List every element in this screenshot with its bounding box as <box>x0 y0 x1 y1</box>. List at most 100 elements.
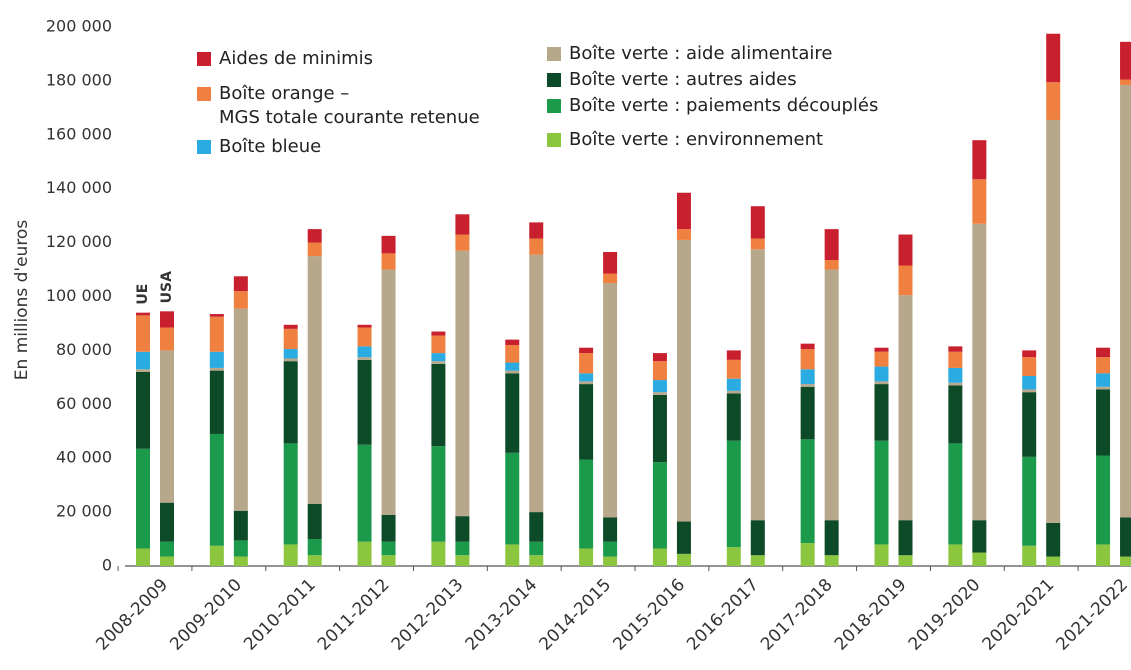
x-tick-label: 2008-2009 <box>92 575 172 655</box>
bar-segment <box>233 540 248 557</box>
bar-segment <box>1120 84 1131 518</box>
bar-segment <box>209 545 224 566</box>
bar-segment <box>652 394 667 463</box>
bar-segment <box>431 446 446 542</box>
legend-label: Boîte orange – MGS totale courante reten… <box>219 83 480 128</box>
bar-segment <box>579 459 594 549</box>
group-label: USA <box>159 271 175 303</box>
legend-label: Boîte verte : paiements découplés <box>569 95 879 116</box>
bar-segment <box>136 312 150 316</box>
y-tick-label: 0 <box>102 556 112 575</box>
bar-segment <box>209 370 224 434</box>
bar-segment <box>750 206 765 239</box>
bar-segment <box>209 351 224 368</box>
legend-item: Boîte verte : environnement <box>547 128 823 152</box>
bar-segment <box>800 369 815 385</box>
bar-segment <box>136 448 150 549</box>
bar-segment <box>676 239 691 522</box>
bar-segment <box>136 548 150 566</box>
bar-segment <box>283 328 298 350</box>
bar-segment <box>1022 389 1037 393</box>
bar-segment <box>750 555 765 566</box>
bar-segment <box>579 353 594 374</box>
bar-segment <box>972 140 987 180</box>
bar-segment <box>136 351 150 370</box>
bar-segment <box>1046 82 1061 120</box>
bar-segment <box>209 314 224 317</box>
x-tick-label: 2011-2012 <box>314 575 394 655</box>
bar-segment <box>505 452 520 545</box>
bar-segment <box>455 555 470 566</box>
bar-segment <box>209 316 224 352</box>
bar-segment <box>307 256 322 505</box>
x-tick-label: 2015-2016 <box>609 575 689 655</box>
x-tick-label: 2018-2019 <box>831 575 911 655</box>
group-label: UE <box>135 284 151 305</box>
y-tick-label: 180 000 <box>46 70 112 89</box>
bar-segment <box>750 238 765 250</box>
bar-segment <box>160 327 174 351</box>
bar-segment <box>750 520 765 556</box>
bar-segment <box>874 381 889 385</box>
legend-label: Boîte bleue <box>219 136 322 157</box>
bar-segment <box>972 223 987 521</box>
bar-segment <box>800 386 815 440</box>
bar-segment <box>283 324 298 329</box>
y-tick-label: 80 000 <box>56 340 112 359</box>
bar-segment <box>676 553 691 566</box>
bar-segment <box>579 347 594 354</box>
x-tick-label: 2020-2021 <box>979 575 1059 655</box>
bar-segment <box>874 366 889 382</box>
bar-segment <box>750 249 765 521</box>
bar-segment <box>603 541 618 557</box>
bar-segment <box>824 555 839 566</box>
bar-segment <box>160 502 174 542</box>
bar-segment <box>800 439 815 544</box>
bar-segment <box>726 390 741 394</box>
bar-segment <box>800 349 815 370</box>
legend-swatch <box>197 87 211 101</box>
bar-segment <box>652 361 667 381</box>
bar-segment <box>579 548 594 566</box>
bar-segment <box>1096 455 1111 545</box>
bar-segment <box>1046 556 1061 566</box>
bar-segment <box>1120 79 1131 85</box>
bar-segment <box>652 462 667 549</box>
bar-segment <box>800 543 815 566</box>
bar-segment <box>676 229 691 240</box>
bar-segment <box>972 520 987 553</box>
bar-segment <box>652 380 667 393</box>
bar-segment <box>431 335 446 354</box>
bar-segment <box>431 363 446 447</box>
bar-segment <box>307 555 322 566</box>
y-axis-label: En millions d'euros <box>12 220 32 381</box>
bar-segment <box>233 556 248 566</box>
bar-segment <box>1022 350 1037 358</box>
y-tick-label: 200 000 <box>46 17 112 36</box>
bar-segment <box>1096 544 1111 566</box>
bar-segment <box>1022 392 1037 457</box>
bar-segment <box>431 331 446 336</box>
bar-segment <box>160 350 174 503</box>
bar-segment <box>1046 33 1061 83</box>
bar-segment <box>455 516 470 542</box>
bar-segment <box>431 361 446 364</box>
x-tick-label: 2013-2014 <box>462 575 542 655</box>
bar-segment <box>1046 119 1061 523</box>
y-tick-label: 100 000 <box>46 286 112 305</box>
bar-segment <box>357 346 372 358</box>
bar-segment <box>603 517 618 542</box>
legend-swatch <box>547 73 561 87</box>
bar-segment <box>307 504 322 540</box>
bar-segment <box>972 552 987 566</box>
bar-segment <box>874 351 889 367</box>
bar-segment <box>972 179 987 224</box>
bar-segment <box>233 308 248 511</box>
bar-segment <box>307 539 322 556</box>
bar-segment <box>824 269 839 521</box>
y-tick-label: 60 000 <box>56 394 112 413</box>
legend-swatch <box>547 133 561 147</box>
bar-segment <box>1022 357 1037 377</box>
bar-segment <box>874 347 889 352</box>
bar-segment <box>505 362 520 371</box>
